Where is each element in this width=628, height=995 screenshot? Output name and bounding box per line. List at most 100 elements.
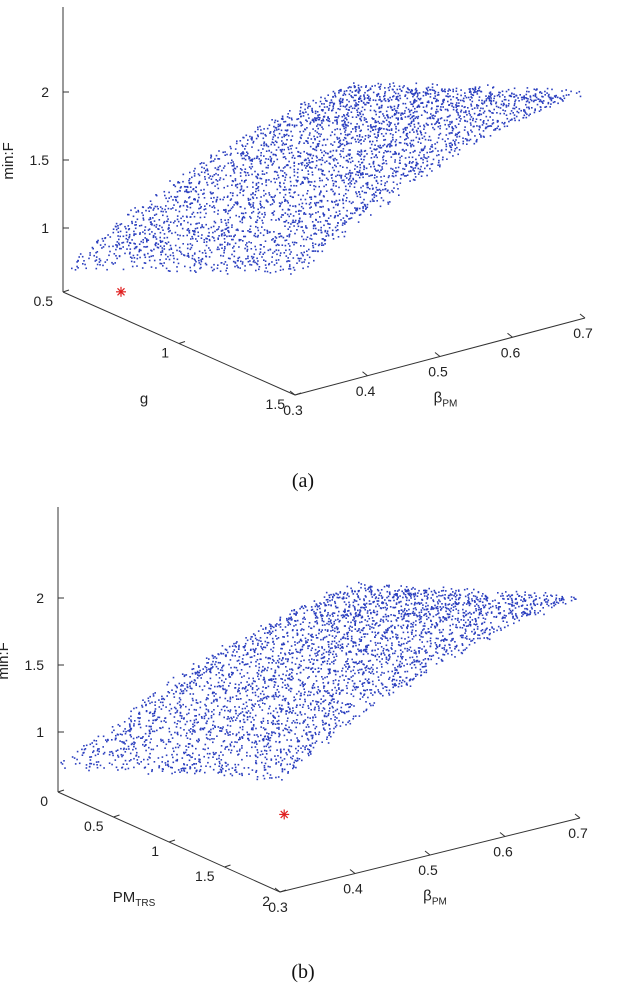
- sample-point: [444, 606, 447, 609]
- sample-point: [393, 114, 396, 116]
- sample-point: [314, 138, 316, 140]
- sample-point: [285, 143, 287, 145]
- sample-point: [317, 651, 319, 653]
- sample-point: [278, 726, 280, 729]
- sample-point: [188, 196, 191, 198]
- sample-point: [365, 602, 368, 605]
- sample-point: [184, 186, 187, 188]
- sample-point: [95, 251, 97, 254]
- sample-point: [411, 115, 414, 118]
- sample-point: [399, 94, 401, 97]
- sample-point: [312, 719, 314, 722]
- sample-point: [326, 662, 329, 665]
- sample-point: [298, 142, 300, 145]
- sample-point: [437, 105, 439, 108]
- sample-point: [107, 234, 109, 236]
- sample-point: [449, 146, 452, 148]
- sample-point: [451, 144, 453, 146]
- sample-point: [200, 206, 202, 208]
- sample-point: [458, 621, 460, 623]
- sample-point: [342, 206, 345, 209]
- sample-point: [513, 102, 516, 105]
- sample-point: [377, 145, 379, 147]
- sample-point: [337, 146, 340, 148]
- sample-point: [554, 101, 556, 103]
- sample-point: [268, 707, 270, 710]
- sample-point: [265, 150, 268, 152]
- sample-point: [350, 217, 353, 219]
- sample-point: [322, 238, 325, 240]
- sample-point: [354, 86, 356, 88]
- sample-point: [422, 161, 424, 164]
- sample-point: [415, 82, 418, 85]
- sample-point: [290, 645, 293, 647]
- sample-point: [365, 103, 367, 106]
- x-tick-mark: [579, 313, 586, 319]
- sample-point: [144, 226, 147, 228]
- sample-point: [267, 167, 269, 169]
- sample-point: [280, 203, 282, 205]
- sample-point: [305, 202, 308, 205]
- sample-point: [264, 640, 267, 643]
- sample-point: [187, 221, 189, 224]
- sample-point: [529, 95, 532, 97]
- sample-point: [277, 125, 280, 128]
- sample-point: [382, 155, 385, 157]
- sample-point: [350, 131, 352, 133]
- sample-point: [388, 658, 391, 660]
- sample-point: [182, 235, 185, 237]
- sample-point: [190, 182, 193, 184]
- sample-point: [300, 162, 302, 164]
- sample-point: [408, 599, 410, 602]
- sample-point: [389, 593, 391, 596]
- sample-point: [191, 213, 193, 215]
- sample-point: [171, 737, 174, 739]
- sample-point: [349, 153, 351, 155]
- sample-point: [392, 153, 394, 156]
- sample-point: [338, 620, 340, 623]
- sample-point: [411, 129, 414, 131]
- sample-point: [408, 111, 411, 113]
- sample-point: [445, 134, 448, 136]
- sample-point: [447, 93, 449, 95]
- sample-point: [302, 238, 305, 241]
- sample-point: [372, 611, 375, 613]
- sample-point: [354, 609, 356, 611]
- sample-point: [251, 173, 253, 176]
- sample-point: [309, 184, 312, 186]
- sample-point: [125, 234, 128, 237]
- sample-point: [436, 141, 439, 144]
- sample-point: [344, 137, 347, 140]
- sample-point: [534, 108, 536, 110]
- sample-point: [319, 117, 321, 119]
- sample-point: [231, 224, 233, 226]
- sample-point: [274, 194, 276, 197]
- panel-caption: (a): [292, 470, 314, 492]
- sample-point: [327, 682, 329, 685]
- sample-point: [397, 117, 399, 119]
- sample-point: [303, 245, 305, 247]
- sample-point: [276, 253, 278, 256]
- sample-point: [486, 125, 489, 128]
- sample-point: [307, 105, 310, 107]
- sample-point: [161, 247, 164, 249]
- sample-point: [263, 173, 266, 175]
- sample-point: [154, 205, 157, 208]
- sample-point: [198, 222, 200, 224]
- sample-point: [360, 100, 363, 102]
- sample-point: [457, 99, 460, 101]
- sample-point: [303, 101, 306, 104]
- sample-point: [405, 642, 408, 644]
- sample-point: [242, 152, 245, 155]
- sample-point: [467, 596, 470, 599]
- sample-point: [426, 151, 428, 154]
- sample-point: [307, 178, 309, 180]
- sample-point: [296, 180, 298, 183]
- sample-point: [199, 769, 202, 771]
- sample-point: [546, 601, 549, 603]
- sample-point: [334, 180, 336, 183]
- sample-point: [345, 221, 348, 223]
- sample-point: [423, 608, 425, 611]
- sample-point: [147, 773, 150, 775]
- sample-point: [208, 658, 210, 660]
